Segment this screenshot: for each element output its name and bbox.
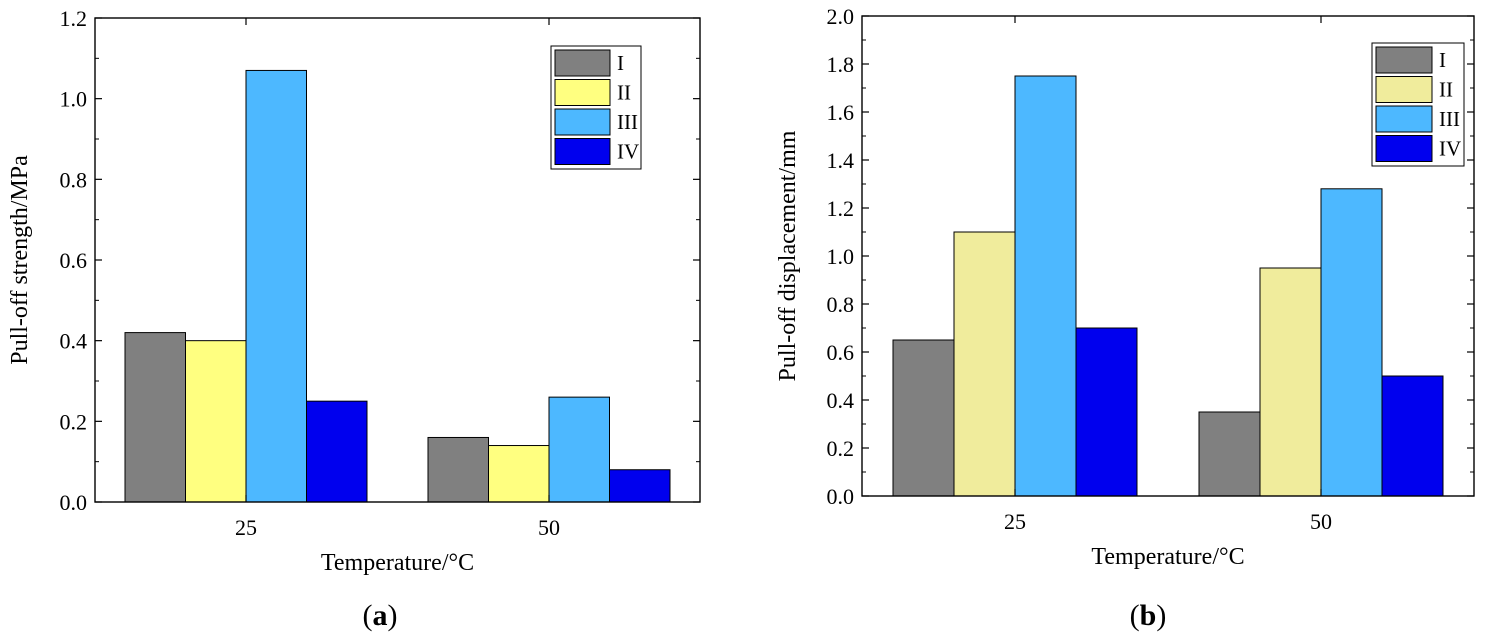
bar-iii-50 xyxy=(548,396,610,503)
x-tick-label: 50 xyxy=(1310,509,1332,534)
x-tick-label: 25 xyxy=(1004,509,1026,534)
y-tick-label: 0.0 xyxy=(827,484,855,509)
bar-iii-25 xyxy=(245,69,307,503)
y-tick-label: 1.2 xyxy=(827,196,855,221)
legend-swatch-iv xyxy=(554,138,611,165)
y-tick-label: 0.0 xyxy=(60,490,88,515)
y-tick-label: 0.6 xyxy=(60,248,88,273)
legend-label-iv: IV xyxy=(617,140,639,164)
y-tick-label: 0.8 xyxy=(60,167,88,192)
y-tick-label: 0.2 xyxy=(60,409,88,434)
bar-i-25 xyxy=(892,339,955,497)
bar-i-50 xyxy=(427,436,489,503)
legend-label-ii: II xyxy=(617,81,631,105)
y-axis-label: Pull-off displacement/mm xyxy=(775,130,801,381)
bar-ii-50 xyxy=(1259,267,1322,497)
bar-iv-50 xyxy=(609,469,671,503)
panel-label-letter: b xyxy=(1140,599,1157,632)
legend-label-iii: III xyxy=(617,110,638,134)
y-axis-label: Pull-off strength/MPa xyxy=(7,155,33,365)
x-tick-label: 50 xyxy=(538,515,560,540)
bar-ii-25 xyxy=(953,231,1016,497)
bar-i-50 xyxy=(1198,411,1261,497)
panel-label: (b) xyxy=(1130,599,1167,632)
bar-iv-50 xyxy=(1381,375,1444,497)
legend-label-iv: IV xyxy=(1439,137,1461,161)
panel-label-close: ) xyxy=(1156,599,1166,632)
x-tick-label: 25 xyxy=(235,515,257,540)
plot-frame xyxy=(861,15,1475,497)
panel-label-open: ( xyxy=(1130,599,1140,632)
legend-label-ii: II xyxy=(1439,78,1453,102)
legend-swatch-ii xyxy=(1375,76,1433,103)
y-tick-label: 1.0 xyxy=(827,244,855,269)
bar-iii-25 xyxy=(1014,75,1077,497)
y-tick-label: 1.4 xyxy=(827,148,855,173)
legend-label-i: I xyxy=(617,51,624,75)
y-tick-label: 0.4 xyxy=(60,329,88,354)
bar-iv-25 xyxy=(1075,327,1138,497)
x-axis-label: Temperature/°C xyxy=(1091,544,1244,570)
y-tick-label: 1.8 xyxy=(827,52,855,77)
bar-ii-25 xyxy=(185,340,247,503)
bar-i-25 xyxy=(124,332,186,503)
legend-swatch-ii xyxy=(554,79,611,106)
bar-iv-25 xyxy=(306,400,368,503)
panel-label-letter: a xyxy=(373,599,388,632)
y-tick-label: 0.4 xyxy=(827,388,855,413)
panel-label: (a) xyxy=(363,599,398,632)
legend-swatch-i xyxy=(1375,46,1433,74)
x-axis-label: Temperature/°C xyxy=(321,550,474,576)
y-tick-label: 1.0 xyxy=(60,87,88,112)
y-tick-label: 2.0 xyxy=(827,4,855,29)
legend-swatch-iv xyxy=(1375,135,1433,162)
bar-iii-50 xyxy=(1320,188,1383,497)
y-tick-label: 0.2 xyxy=(827,436,855,461)
legend-swatch-i xyxy=(554,49,611,77)
legend-swatch-iii xyxy=(554,108,611,136)
legend-label-i: I xyxy=(1439,48,1446,72)
bar-ii-50 xyxy=(488,445,550,503)
y-tick-label: 0.6 xyxy=(827,340,855,365)
legend-label-iii: III xyxy=(1439,107,1460,131)
legend-swatch-iii xyxy=(1375,105,1433,133)
chart-panel-a: 0.0 0.2 0.4 0.6 0.8 1.0 1.2 25 50 Pull-off streng… xyxy=(7,6,701,632)
chart-panel-b: 0.0 0.2 0.4 0.6 0.8 1.0 1.2 1.4 1.6 1.8 2.0 25 50 Pul… xyxy=(775,4,1475,632)
plot-frame xyxy=(94,17,701,503)
y-tick-label: 1.6 xyxy=(827,100,855,125)
panel-label-close: ) xyxy=(388,599,398,632)
y-tick-label: 0.8 xyxy=(827,292,855,317)
panel-label-open: ( xyxy=(363,599,373,632)
y-tick-label: 1.2 xyxy=(60,6,88,31)
